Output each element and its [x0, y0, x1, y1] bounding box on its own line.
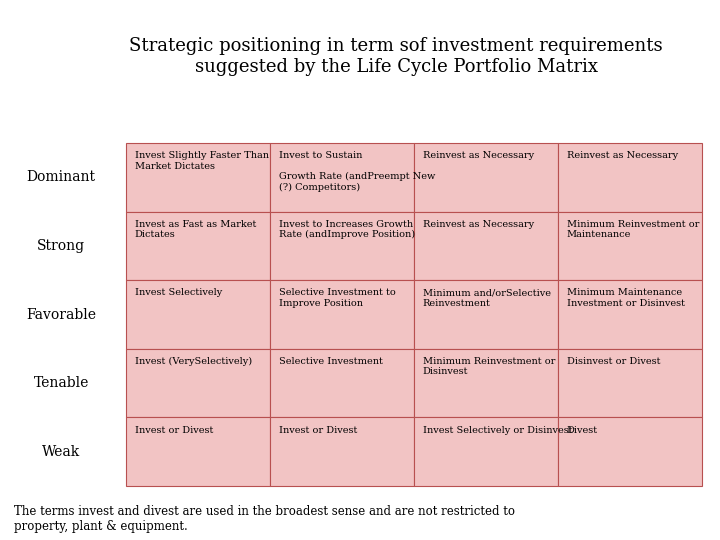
- Bar: [270, 143, 414, 212]
- Bar: [126, 417, 270, 486]
- Bar: [126, 280, 270, 349]
- Text: Dominant: Dominant: [27, 171, 96, 184]
- Bar: [558, 143, 702, 212]
- Bar: [270, 280, 414, 349]
- Text: Invest Selectively: Invest Selectively: [135, 288, 222, 298]
- Bar: [270, 212, 414, 280]
- Text: Invest to Sustain

Growth Rate (andPreempt New
(?) Competitors): Invest to Sustain Growth Rate (andPreemp…: [279, 151, 435, 192]
- Text: Invest (VerySelectively): Invest (VerySelectively): [135, 357, 252, 366]
- Text: Disinvest or Divest: Disinvest or Divest: [567, 357, 660, 366]
- Text: Strong: Strong: [37, 239, 85, 253]
- Bar: [558, 212, 702, 280]
- Text: Reinvest as Necessary: Reinvest as Necessary: [567, 151, 678, 160]
- Text: Strategic positioning in term sof investment requirements
suggested by the Life : Strategic positioning in term sof invest…: [129, 37, 663, 76]
- Text: Minimum and/orSelective
Reinvestment: Minimum and/orSelective Reinvestment: [423, 288, 551, 308]
- Bar: [558, 417, 702, 486]
- Text: Selective Investment: Selective Investment: [279, 357, 382, 366]
- Text: Reinvest as Necessary: Reinvest as Necessary: [423, 151, 534, 160]
- Text: Tenable: Tenable: [34, 376, 89, 390]
- Bar: [414, 417, 558, 486]
- Text: The terms invest and divest are used in the broadest sense and are not restricte: The terms invest and divest are used in …: [14, 505, 516, 534]
- Bar: [270, 349, 414, 417]
- Bar: [414, 349, 558, 417]
- Text: Invest or Divest: Invest or Divest: [135, 426, 213, 435]
- Text: Divest: Divest: [567, 426, 598, 435]
- Bar: [558, 280, 702, 349]
- Text: Minimum Reinvestment or
Disinvest: Minimum Reinvestment or Disinvest: [423, 357, 555, 376]
- Text: Selective Investment to
Improve Position: Selective Investment to Improve Position: [279, 288, 395, 308]
- Text: Invest Slightly Faster Than
Market Dictates: Invest Slightly Faster Than Market Dicta…: [135, 151, 269, 171]
- Text: Favorable: Favorable: [26, 308, 96, 321]
- Bar: [126, 143, 270, 212]
- Bar: [126, 349, 270, 417]
- Text: Reinvest as Necessary: Reinvest as Necessary: [423, 220, 534, 229]
- Text: Invest as Fast as Market
Dictates: Invest as Fast as Market Dictates: [135, 220, 256, 239]
- Bar: [414, 280, 558, 349]
- Text: Invest Selectively or Disinvest: Invest Selectively or Disinvest: [423, 426, 572, 435]
- Bar: [270, 417, 414, 486]
- Text: Minimum Reinvestment or
Maintenance: Minimum Reinvestment or Maintenance: [567, 220, 699, 239]
- Text: Invest or Divest: Invest or Divest: [279, 426, 357, 435]
- Bar: [414, 143, 558, 212]
- Bar: [414, 212, 558, 280]
- Bar: [558, 349, 702, 417]
- Bar: [126, 212, 270, 280]
- Text: Invest to Increases Growth
Rate (andImprove Position): Invest to Increases Growth Rate (andImpr…: [279, 220, 415, 239]
- Text: Weak: Weak: [42, 445, 81, 458]
- Text: Minimum Maintenance
Investment or Disinvest: Minimum Maintenance Investment or Disinv…: [567, 288, 685, 308]
